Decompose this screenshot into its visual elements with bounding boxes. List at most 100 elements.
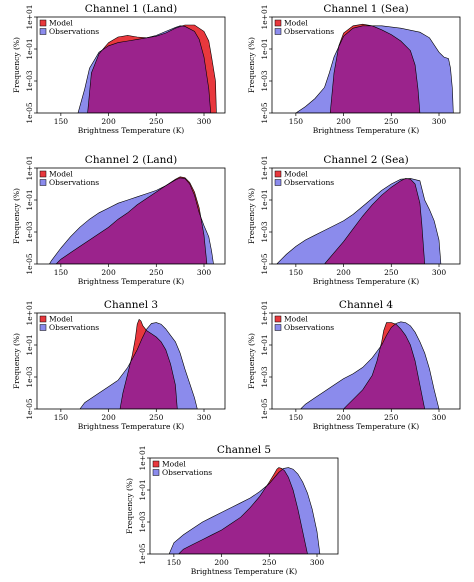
- x-tick-label: 150: [54, 413, 69, 422]
- plot-frame: [271, 312, 461, 410]
- y-tick-label: 1e-03: [260, 366, 269, 388]
- legend-swatch-observations: [152, 469, 160, 476]
- plot-frame: [36, 167, 226, 265]
- series-observations-outline: [295, 25, 454, 113]
- x-tick-label: 200: [336, 268, 351, 277]
- x-tick-label: 200: [214, 558, 229, 567]
- series-overlap-area: [87, 25, 211, 113]
- legend-label-model: Model: [49, 170, 73, 179]
- legend-swatch-observations: [39, 28, 47, 35]
- legend-swatch-observations: [274, 28, 282, 35]
- legend-swatch-model: [39, 315, 47, 323]
- x-tick-label: 250: [384, 413, 399, 422]
- y-tick-label: 1e+01: [25, 300, 34, 325]
- chart-title: Channel 3: [104, 299, 158, 311]
- panel-5: Channel 3 150 200 250 300 1e-05 1e-03 1e-01 1e+0…: [12, 299, 226, 431]
- x-axis-label: Brightness Temperature (K): [313, 126, 420, 135]
- legend-label-model: Model: [162, 460, 186, 469]
- y-axis-label: Frequency (%): [12, 333, 21, 389]
- legend-swatch-observations: [39, 179, 47, 186]
- x-tick-label: 300: [432, 413, 447, 422]
- x-tick-label: 300: [310, 558, 325, 567]
- chart-title: Channel 1 (Land): [85, 3, 177, 15]
- x-tick-label: 200: [101, 268, 116, 277]
- y-tick-label: 1e-01: [260, 334, 269, 355]
- y-tick-label: 1e-03: [260, 221, 269, 243]
- y-tick-label: 1e-05: [25, 398, 34, 420]
- x-tick-label: 150: [54, 117, 69, 126]
- legend-label-model: Model: [49, 19, 73, 28]
- chart-title: Channel 2 (Sea): [323, 154, 408, 166]
- y-tick-label: 1e-01: [138, 479, 147, 500]
- y-tick-label: 1e+01: [138, 445, 147, 470]
- legend-label-observations: Observations: [284, 27, 334, 36]
- x-tick-label: 250: [384, 117, 399, 126]
- series-model-outline: [324, 178, 426, 264]
- y-axis-label: Frequency (%): [125, 478, 134, 534]
- series-model-outline: [343, 322, 426, 409]
- x-tick-label: 150: [54, 268, 69, 277]
- series-model-outline: [119, 318, 178, 409]
- legend-swatch-model: [152, 460, 160, 468]
- legend-swatch-model: [39, 170, 47, 178]
- y-tick-label: 1e-05: [138, 543, 147, 565]
- x-axis-label: Brightness Temperature (K): [78, 277, 185, 286]
- series-observations-outline: [49, 177, 214, 264]
- x-axis-label: Brightness Temperature (K): [191, 567, 298, 576]
- y-tick-label: 1e-03: [25, 366, 34, 388]
- y-tick-label: 1e-03: [25, 221, 34, 243]
- legend-label-model: Model: [49, 315, 73, 324]
- series-observations-outline: [168, 467, 321, 554]
- legend-label-observations: Observations: [162, 468, 212, 477]
- x-tick-label: 300: [197, 413, 212, 422]
- panel-2: Channel 1 (Sea) 150 200 250 300 1e-05 1e-03 1e-…: [247, 3, 461, 135]
- series-observations-outline: [79, 322, 198, 409]
- x-tick-label: 300: [197, 268, 212, 277]
- plot-frame: [271, 167, 461, 265]
- panel-1: Channel 1 (Land) 150 200 250 300 1e-05 1e-03 1e…: [12, 3, 226, 135]
- x-tick-label: 250: [149, 413, 164, 422]
- series-observations-outline: [300, 321, 440, 409]
- y-tick-label: 1e-05: [260, 253, 269, 275]
- panel-3: Channel 2 (Land) 150 200 250 300 1e-05 1e-03 1e…: [12, 154, 226, 286]
- chart-title: Channel 2 (Land): [85, 154, 177, 166]
- y-tick-label: 1e-01: [25, 38, 34, 59]
- x-tick-label: 200: [336, 117, 351, 126]
- x-axis-label: Brightness Temperature (K): [313, 277, 420, 286]
- y-tick-label: 1e-01: [25, 189, 34, 210]
- y-tick-label: 1e+01: [260, 155, 269, 180]
- y-tick-label: 1e-05: [25, 253, 34, 275]
- panel-6: Channel 4 150 200 250 300 1e-05 1e-03 1e-01 1e+0…: [247, 299, 461, 431]
- legend-swatch-model: [274, 170, 282, 178]
- legend-swatch-model: [274, 315, 282, 323]
- x-tick-label: 250: [384, 268, 399, 277]
- y-axis-label: Frequency (%): [247, 37, 256, 93]
- series-model-outline: [178, 467, 308, 554]
- x-tick-label: 250: [149, 117, 164, 126]
- x-tick-label: 200: [336, 413, 351, 422]
- legend-label-model: Model: [284, 170, 308, 179]
- legend-swatch-model: [39, 19, 47, 27]
- plot-frame: [149, 457, 339, 555]
- x-tick-label: 200: [101, 413, 116, 422]
- plot-frame: [271, 16, 461, 114]
- x-axis-label: Brightness Temperature (K): [78, 126, 185, 135]
- chart-title: Channel 5: [217, 444, 271, 456]
- x-axis-label: Brightness Temperature (K): [78, 422, 185, 431]
- y-tick-label: 1e+01: [260, 300, 269, 325]
- y-tick-label: 1e-03: [138, 511, 147, 533]
- series-overlap-area: [178, 467, 308, 554]
- legend-label-model: Model: [284, 19, 308, 28]
- y-tick-label: 1e-01: [260, 38, 269, 59]
- chart-title: Channel 4: [339, 299, 393, 311]
- y-tick-label: 1e+01: [25, 155, 34, 180]
- panel-4: Channel 2 (Sea) 150 200 250 300 1e-05 1e-03 1e-…: [247, 154, 461, 286]
- y-tick-label: 1e-03: [260, 70, 269, 92]
- y-tick-label: 1e-01: [260, 189, 269, 210]
- x-tick-label: 250: [149, 268, 164, 277]
- x-tick-label: 150: [289, 268, 304, 277]
- legend-swatch-model: [274, 19, 282, 27]
- x-tick-label: 250: [262, 558, 277, 567]
- legend-label-observations: Observations: [49, 323, 99, 332]
